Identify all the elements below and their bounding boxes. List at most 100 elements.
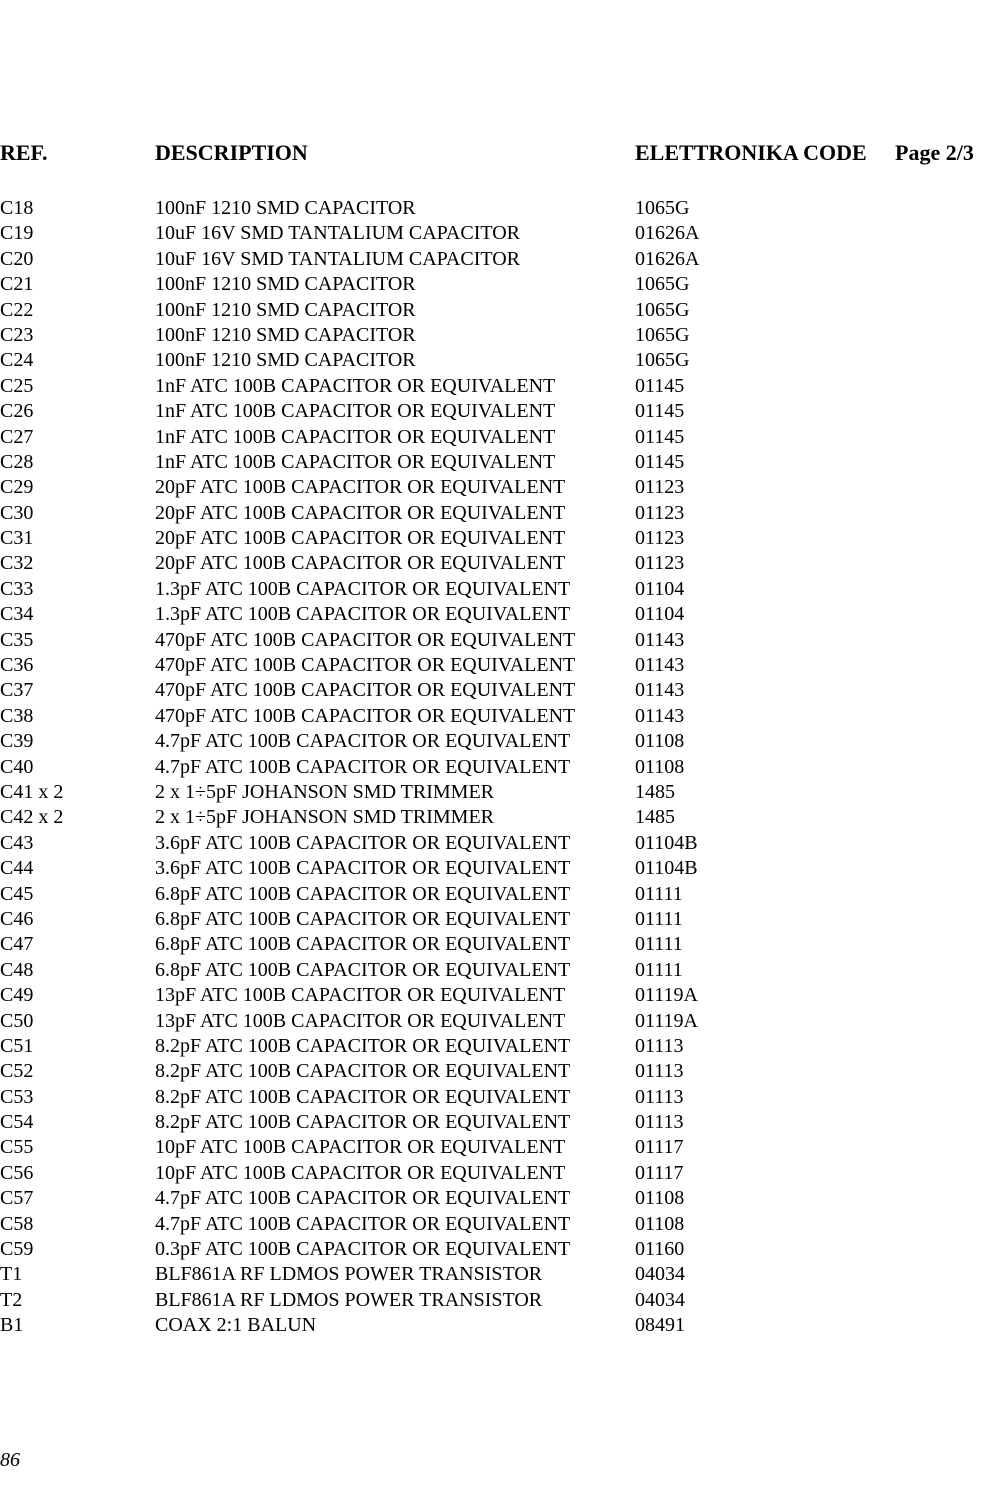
table-row: T2BLF861A RF LDMOS POWER TRANSISTOR04034 [0, 1288, 1004, 1313]
cell-code: 01145 [635, 425, 895, 450]
cell-ref: C34 [0, 602, 155, 627]
cell-ref: T2 [0, 1288, 155, 1313]
table-row: C574.7pF ATC 100B CAPACITOR OR EQUIVALEN… [0, 1186, 1004, 1211]
cell-code: 08491 [635, 1313, 895, 1338]
table-row: C433.6pF ATC 100B CAPACITOR OR EQUIVALEN… [0, 831, 1004, 856]
table-row: C341.3pF ATC 100B CAPACITOR OR EQUIVALEN… [0, 602, 1004, 627]
cell-ref: C45 [0, 882, 155, 907]
cell-code: 01145 [635, 450, 895, 475]
cell-code: 1485 [635, 805, 895, 830]
cell-description: 470pF ATC 100B CAPACITOR OR EQUIVALENT [155, 678, 635, 703]
cell-description: 100nF 1210 SMD CAPACITOR [155, 298, 635, 323]
table-row: C18100nF 1210 SMD CAPACITOR1065G [0, 196, 1004, 221]
cell-description: 10uF 16V SMD TANTALIUM CAPACITOR [155, 221, 635, 246]
table-row: C271nF ATC 100B CAPACITOR OR EQUIVALENT0… [0, 425, 1004, 450]
cell-code: 04034 [635, 1262, 895, 1287]
table-row: C3120pF ATC 100B CAPACITOR OR EQUIVALENT… [0, 526, 1004, 551]
cell-description: 1nF ATC 100B CAPACITOR OR EQUIVALENT [155, 425, 635, 450]
cell-ref: C29 [0, 475, 155, 500]
table-row: C548.2pF ATC 100B CAPACITOR OR EQUIVALEN… [0, 1110, 1004, 1135]
cell-ref: C50 [0, 1009, 155, 1034]
cell-ref: C44 [0, 856, 155, 881]
table-row: C404.7pF ATC 100B CAPACITOR OR EQUIVALEN… [0, 755, 1004, 780]
cell-description: 1nF ATC 100B CAPACITOR OR EQUIVALENT [155, 374, 635, 399]
cell-ref: C51 [0, 1034, 155, 1059]
cell-code: 01145 [635, 374, 895, 399]
table-row: C2010uF 16V SMD TANTALIUM CAPACITOR01626… [0, 247, 1004, 272]
cell-code: 01104 [635, 577, 895, 602]
table-row: C21100nF 1210 SMD CAPACITOR1065G [0, 272, 1004, 297]
cell-ref: C33 [0, 577, 155, 602]
table-row: C4913pF ATC 100B CAPACITOR OR EQUIVALENT… [0, 983, 1004, 1008]
cell-description: 20pF ATC 100B CAPACITOR OR EQUIVALENT [155, 501, 635, 526]
cell-code: 01108 [635, 1212, 895, 1237]
table-row: C23100nF 1210 SMD CAPACITOR1065G [0, 323, 1004, 348]
cell-ref: C37 [0, 678, 155, 703]
table-row: C251nF ATC 100B CAPACITOR OR EQUIVALENT0… [0, 374, 1004, 399]
cell-ref: T1 [0, 1262, 155, 1287]
table-row: C38470pF ATC 100B CAPACITOR OR EQUIVALEN… [0, 704, 1004, 729]
cell-description: 470pF ATC 100B CAPACITOR OR EQUIVALENT [155, 653, 635, 678]
table-row: C5013pF ATC 100B CAPACITOR OR EQUIVALENT… [0, 1009, 1004, 1034]
table-row: C37470pF ATC 100B CAPACITOR OR EQUIVALEN… [0, 678, 1004, 703]
cell-code: 01123 [635, 475, 895, 500]
cell-ref: C28 [0, 450, 155, 475]
table-body: C18100nF 1210 SMD CAPACITOR1065GC1910uF … [0, 196, 1004, 1339]
table-row: C466.8pF ATC 100B CAPACITOR OR EQUIVALEN… [0, 907, 1004, 932]
cell-description: 6.8pF ATC 100B CAPACITOR OR EQUIVALENT [155, 932, 635, 957]
cell-description: 470pF ATC 100B CAPACITOR OR EQUIVALENT [155, 628, 635, 653]
cell-description: 0.3pF ATC 100B CAPACITOR OR EQUIVALENT [155, 1237, 635, 1262]
table-row: C443.6pF ATC 100B CAPACITOR OR EQUIVALEN… [0, 856, 1004, 881]
cell-description: 10uF 16V SMD TANTALIUM CAPACITOR [155, 247, 635, 272]
cell-code: 1485 [635, 780, 895, 805]
cell-ref: C23 [0, 323, 155, 348]
cell-description: 1.3pF ATC 100B CAPACITOR OR EQUIVALENT [155, 577, 635, 602]
cell-code: 01117 [635, 1135, 895, 1160]
cell-description: 8.2pF ATC 100B CAPACITOR OR EQUIVALENT [155, 1034, 635, 1059]
table-row: C22100nF 1210 SMD CAPACITOR1065G [0, 298, 1004, 323]
table-row: C2920pF ATC 100B CAPACITOR OR EQUIVALENT… [0, 475, 1004, 500]
cell-ref: C39 [0, 729, 155, 754]
cell-code: 01108 [635, 755, 895, 780]
cell-code: 1065G [635, 323, 895, 348]
cell-description: 13pF ATC 100B CAPACITOR OR EQUIVALENT [155, 983, 635, 1008]
cell-description: 10pF ATC 100B CAPACITOR OR EQUIVALENT [155, 1161, 635, 1186]
cell-description: 4.7pF ATC 100B CAPACITOR OR EQUIVALENT [155, 1212, 635, 1237]
cell-code: 01123 [635, 501, 895, 526]
table-row: C476.8pF ATC 100B CAPACITOR OR EQUIVALEN… [0, 932, 1004, 957]
document-page: REF. DESCRIPTION ELETTRONIKA CODE Page 2… [0, 0, 1004, 1502]
cell-description: 3.6pF ATC 100B CAPACITOR OR EQUIVALENT [155, 856, 635, 881]
cell-description: 100nF 1210 SMD CAPACITOR [155, 272, 635, 297]
cell-description: 1nF ATC 100B CAPACITOR OR EQUIVALENT [155, 450, 635, 475]
cell-description: 100nF 1210 SMD CAPACITOR [155, 196, 635, 221]
cell-ref: C25 [0, 374, 155, 399]
cell-code: 01111 [635, 882, 895, 907]
cell-ref: C38 [0, 704, 155, 729]
cell-code: 01113 [635, 1034, 895, 1059]
cell-code: 01143 [635, 704, 895, 729]
cell-ref: C43 [0, 831, 155, 856]
cell-code: 01108 [635, 1186, 895, 1211]
cell-code: 01111 [635, 958, 895, 983]
cell-description: 4.7pF ATC 100B CAPACITOR OR EQUIVALENT [155, 729, 635, 754]
cell-ref: C21 [0, 272, 155, 297]
table-row: C5610pF ATC 100B CAPACITOR OR EQUIVALENT… [0, 1161, 1004, 1186]
cell-description: 100nF 1210 SMD CAPACITOR [155, 348, 635, 373]
table-row: B1COAX 2:1 BALUN08491 [0, 1313, 1004, 1338]
cell-code: 1065G [635, 298, 895, 323]
cell-description: 20pF ATC 100B CAPACITOR OR EQUIVALENT [155, 551, 635, 576]
cell-description: 4.7pF ATC 100B CAPACITOR OR EQUIVALENT [155, 1186, 635, 1211]
cell-code: 1065G [635, 348, 895, 373]
cell-code: 01119A [635, 983, 895, 1008]
cell-description: 20pF ATC 100B CAPACITOR OR EQUIVALENT [155, 475, 635, 500]
cell-code: 01143 [635, 678, 895, 703]
cell-ref: C48 [0, 958, 155, 983]
cell-ref: C58 [0, 1212, 155, 1237]
table-row: C281nF ATC 100B CAPACITOR OR EQUIVALENT0… [0, 450, 1004, 475]
cell-code: 01160 [635, 1237, 895, 1262]
table-header: REF. DESCRIPTION ELETTRONIKA CODE Page 2… [0, 140, 1004, 166]
cell-description: 13pF ATC 100B CAPACITOR OR EQUIVALENT [155, 1009, 635, 1034]
cell-ref: C42 x 2 [0, 805, 155, 830]
cell-code: 01104 [635, 602, 895, 627]
cell-ref: C56 [0, 1161, 155, 1186]
